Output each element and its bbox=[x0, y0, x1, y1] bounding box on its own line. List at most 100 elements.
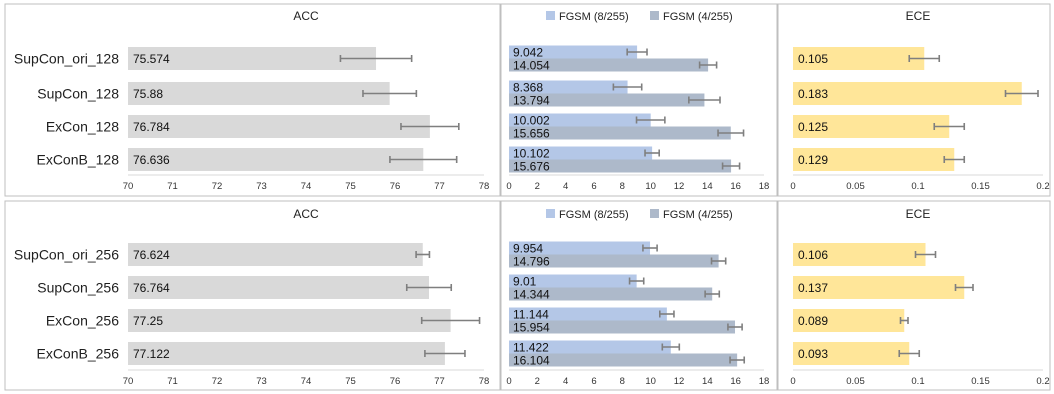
x-tick-label: 77 bbox=[434, 376, 445, 387]
data-label: 77.122 bbox=[133, 347, 170, 361]
bar bbox=[128, 243, 423, 266]
error-bar bbox=[898, 350, 921, 357]
data-label: 11.422 bbox=[513, 341, 549, 355]
data-label: 14.344 bbox=[513, 288, 550, 302]
chart-panel: ACC 76.624 SupCon_ori_256 76.764 SupCon_256 7… bbox=[4, 200, 501, 391]
x-tick-label: 10 bbox=[645, 376, 656, 387]
error-bar bbox=[405, 284, 453, 291]
category-label: SupCon_ori_256 bbox=[14, 247, 119, 263]
error-bar bbox=[642, 244, 658, 252]
chart-panel: ECE 0.106 0.137 0.089 0.093 0 0.05 0.1 0.15 0.2 bbox=[777, 200, 1051, 391]
bar bbox=[793, 243, 926, 266]
error-bar bbox=[727, 323, 743, 331]
error-bar bbox=[658, 310, 675, 318]
x-tick-label: 0 bbox=[506, 376, 511, 387]
bar bbox=[128, 115, 430, 138]
x-tick-label: 77 bbox=[434, 181, 445, 192]
x-tick-label: 0.05 bbox=[846, 376, 865, 387]
legend-swatch bbox=[546, 11, 555, 20]
x-tick-label: 70 bbox=[123, 181, 134, 192]
x-tick-label: 0 bbox=[790, 376, 795, 387]
error-bar bbox=[914, 251, 937, 258]
error-bar bbox=[362, 90, 418, 97]
error-bar bbox=[420, 317, 481, 324]
bar bbox=[793, 342, 910, 365]
bar bbox=[509, 45, 638, 59]
x-tick-label: 0.1 bbox=[911, 376, 924, 387]
x-tick-label: 12 bbox=[674, 181, 685, 192]
data-label: 0.137 bbox=[798, 281, 828, 295]
x-tick-label: 0 bbox=[506, 181, 511, 192]
error-bar bbox=[908, 55, 941, 62]
data-label: 75.574 bbox=[133, 52, 170, 66]
chart-title: ACC bbox=[293, 9, 319, 23]
data-label: 13.794 bbox=[513, 94, 550, 108]
error-bar bbox=[400, 123, 460, 130]
data-label: 77.25 bbox=[133, 314, 163, 328]
data-label: 9.954 bbox=[513, 242, 543, 256]
data-label: 76.784 bbox=[133, 120, 170, 134]
x-tick-label: 74 bbox=[301, 376, 312, 387]
data-label: 15.676 bbox=[513, 160, 550, 174]
error-bar bbox=[635, 116, 666, 124]
error-bar bbox=[628, 277, 645, 285]
x-tick-label: 71 bbox=[167, 376, 178, 387]
x-tick-label: 16 bbox=[730, 376, 741, 387]
x-tick-label: 6 bbox=[591, 181, 596, 192]
bar bbox=[128, 82, 390, 105]
bar bbox=[793, 276, 965, 299]
chart-panel: FGSM (8/255) FGSM (4/255)9.9549.0111.1441… bbox=[500, 200, 778, 391]
bar bbox=[509, 320, 736, 334]
bar bbox=[509, 353, 738, 367]
data-label: 16.104 bbox=[513, 354, 550, 368]
error-bar bbox=[1004, 90, 1039, 97]
x-tick-label: 75 bbox=[345, 376, 356, 387]
error-bar bbox=[704, 290, 721, 298]
data-label: 76.764 bbox=[133, 281, 170, 295]
bar bbox=[128, 309, 451, 332]
x-tick-label: 76 bbox=[390, 376, 401, 387]
x-tick-label: 8 bbox=[620, 181, 625, 192]
data-label: 0.106 bbox=[798, 248, 828, 262]
category-label: ExCon_128 bbox=[46, 119, 119, 135]
data-label: 76.624 bbox=[133, 248, 170, 262]
x-tick-label: 6 bbox=[591, 376, 596, 387]
data-label: 76.636 bbox=[133, 153, 170, 167]
x-tick-label: 14 bbox=[702, 181, 713, 192]
bar bbox=[128, 276, 429, 299]
data-label: 15.954 bbox=[513, 321, 550, 335]
x-tick-label: 74 bbox=[301, 181, 312, 192]
category-label: ExConB_128 bbox=[36, 152, 119, 168]
data-label: 0.089 bbox=[798, 314, 828, 328]
bar bbox=[509, 58, 709, 72]
x-tick-label: 0 bbox=[790, 181, 795, 192]
data-label: 14.796 bbox=[513, 255, 550, 269]
chart-title: ECE bbox=[906, 9, 931, 23]
x-tick-label: 18 bbox=[759, 376, 770, 387]
data-label: 0.183 bbox=[798, 87, 828, 101]
x-tick-label: 10 bbox=[645, 181, 656, 192]
bar bbox=[509, 146, 653, 160]
x-tick-label: 16 bbox=[730, 181, 741, 192]
x-tick-label: 4 bbox=[563, 376, 568, 387]
error-bar bbox=[644, 149, 660, 157]
error-bar bbox=[661, 343, 681, 351]
x-tick-label: 78 bbox=[479, 181, 490, 192]
bar bbox=[509, 274, 637, 288]
error-bar bbox=[612, 83, 643, 91]
x-tick-label: 73 bbox=[256, 376, 267, 387]
x-tick-label: 4 bbox=[563, 181, 568, 192]
error-bar bbox=[710, 257, 727, 265]
x-tick-label: 0.15 bbox=[971, 376, 990, 387]
category-label: SupCon_128 bbox=[37, 86, 119, 102]
data-label: 0.093 bbox=[798, 347, 828, 361]
category-label: SupCon_256 bbox=[37, 280, 119, 296]
bar bbox=[793, 115, 950, 138]
data-label: 9.01 bbox=[513, 275, 537, 289]
error-bar bbox=[933, 123, 966, 130]
data-label: 9.042 bbox=[513, 46, 543, 60]
chart-panel: ACC 75.574 SupCon_ori_128 75.88 SupCon_128 76… bbox=[4, 3, 501, 197]
x-tick-label: 76 bbox=[390, 181, 401, 192]
bar bbox=[509, 340, 671, 354]
